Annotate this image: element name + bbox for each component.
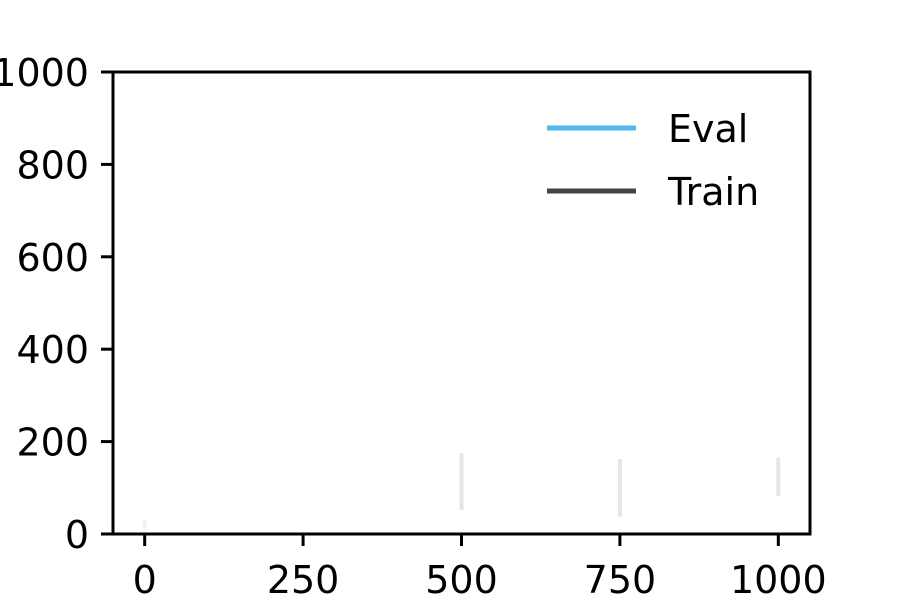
legend-label-eval: Eval xyxy=(668,107,748,151)
y-tick-label: 0 xyxy=(65,513,89,557)
x-tick-label: 500 xyxy=(425,558,498,600)
x-tick-label: 0 xyxy=(133,558,157,600)
x-tick-label: 1000 xyxy=(730,558,827,600)
y-tick-label: 400 xyxy=(16,328,89,372)
y-tick-label: 1000 xyxy=(0,51,89,95)
x-tick-label: 750 xyxy=(584,558,657,600)
y-tick-label: 800 xyxy=(16,143,89,187)
y-axis: 0 200 400 600 800 1000 xyxy=(0,51,113,557)
x-tick-label: 250 xyxy=(267,558,340,600)
y-tick-label: 600 xyxy=(16,236,89,280)
y-tick-label: 200 xyxy=(16,421,89,465)
x-axis: 0 250 500 750 1000 xyxy=(133,534,827,600)
legend-label-train: Train xyxy=(667,170,759,214)
series-bands xyxy=(142,453,781,529)
legend: Eval Train xyxy=(547,107,759,214)
